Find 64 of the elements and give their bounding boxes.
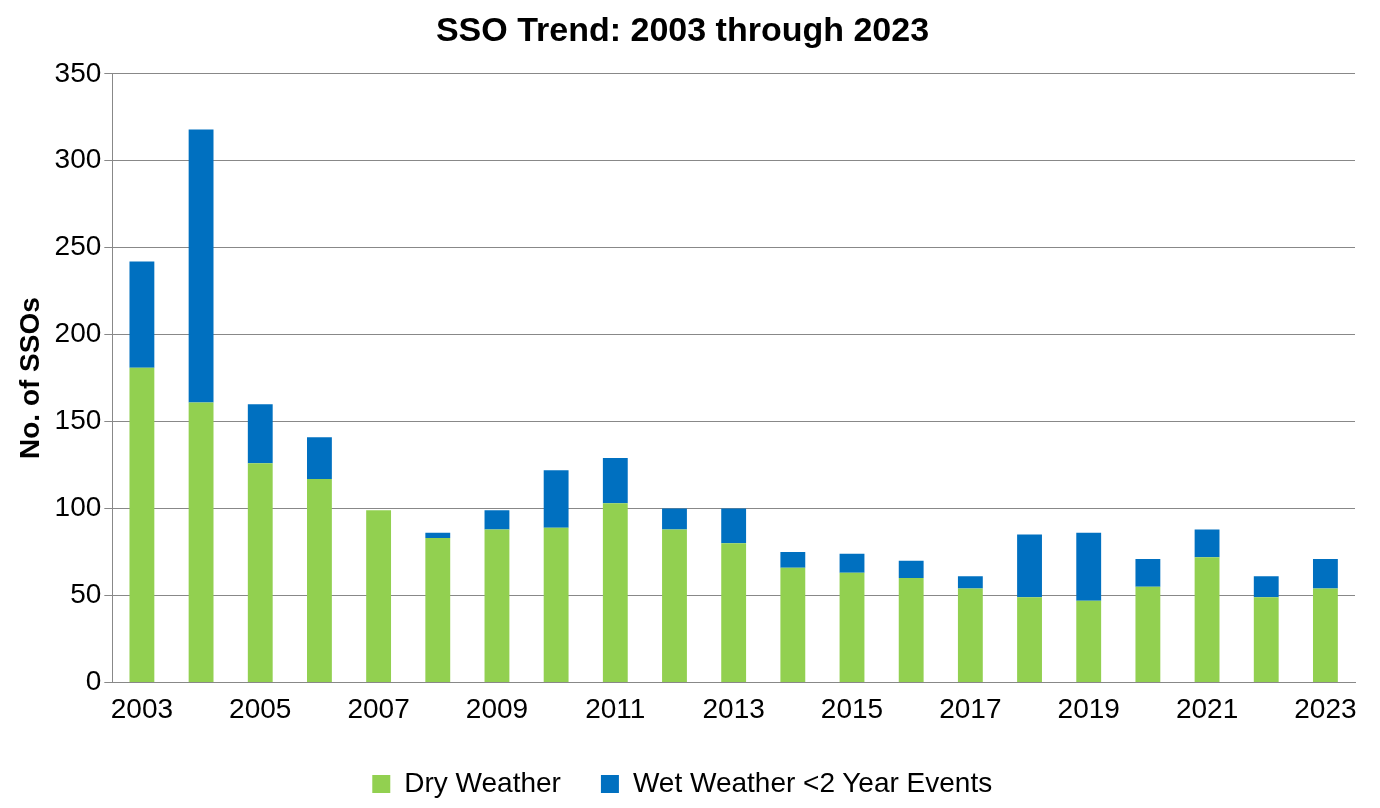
bar: [188, 402, 214, 682]
bar: [188, 129, 214, 403]
bar: [662, 508, 687, 530]
bar: [247, 404, 273, 464]
bar: [839, 553, 865, 573]
bar: [957, 576, 983, 589]
bar: [1135, 586, 1161, 682]
bar: [1017, 597, 1042, 682]
bar: [1312, 558, 1338, 589]
bar: [721, 508, 747, 544]
bar: [425, 538, 451, 682]
bar: [425, 532, 451, 539]
bar: [307, 478, 332, 682]
bar: [602, 458, 628, 504]
bar: [1135, 558, 1161, 587]
y-axis-title: No. of SSOs: [13, 297, 45, 459]
chart-title: SSO Trend: 2003 through 2023: [435, 9, 930, 48]
bar: [1076, 532, 1102, 601]
x-tick-label: 2015: [820, 692, 884, 724]
legend-label: Dry Weather: [404, 766, 561, 798]
bar: [662, 529, 687, 682]
bar: [602, 503, 628, 682]
bar: [543, 527, 569, 682]
x-tick-label: 2011: [585, 692, 646, 724]
bar: [721, 543, 747, 682]
x-tick-label: 2017: [939, 692, 1002, 724]
y-tick-label: 300: [54, 143, 102, 175]
x-tick-label: 2021: [1175, 692, 1239, 724]
bar: [129, 367, 155, 682]
bar: [839, 572, 865, 682]
bar: [898, 578, 924, 682]
x-tick-label: 2013: [702, 692, 765, 724]
bar: [1253, 597, 1279, 682]
y-tick-label: 200: [54, 317, 102, 349]
bar: [1194, 557, 1220, 682]
bar: [1017, 534, 1042, 598]
x-tick-label: 2005: [229, 692, 292, 724]
bar: [307, 437, 332, 479]
bar: [484, 510, 510, 530]
bar: [366, 510, 392, 682]
bar: [484, 529, 510, 682]
bar: [247, 463, 273, 682]
bar: [1253, 576, 1279, 598]
legend-label: Wet Weather <2 Year Events: [632, 766, 993, 798]
bar: [1312, 588, 1338, 682]
bar: [780, 567, 806, 682]
x-tick-label: 2019: [1057, 692, 1120, 724]
bar: [1194, 529, 1220, 558]
y-tick-label: 100: [54, 491, 102, 523]
x-tick-label: 2003: [110, 692, 174, 724]
y-tick-label: 0: [85, 665, 102, 697]
bar: [898, 560, 924, 579]
x-tick-label: 2007: [347, 692, 410, 724]
bar: [129, 261, 155, 368]
bar: [543, 470, 569, 528]
bar: [1076, 600, 1102, 682]
x-tick-label: 2009: [465, 692, 529, 724]
y-tick-label: 250: [54, 230, 102, 262]
bar: [780, 551, 806, 568]
x-tick-label: 2023: [1294, 692, 1357, 724]
bar: [957, 588, 983, 682]
y-tick-label: 350: [54, 56, 102, 88]
y-tick-label: 150: [54, 404, 102, 436]
y-tick-label: 50: [70, 578, 102, 610]
